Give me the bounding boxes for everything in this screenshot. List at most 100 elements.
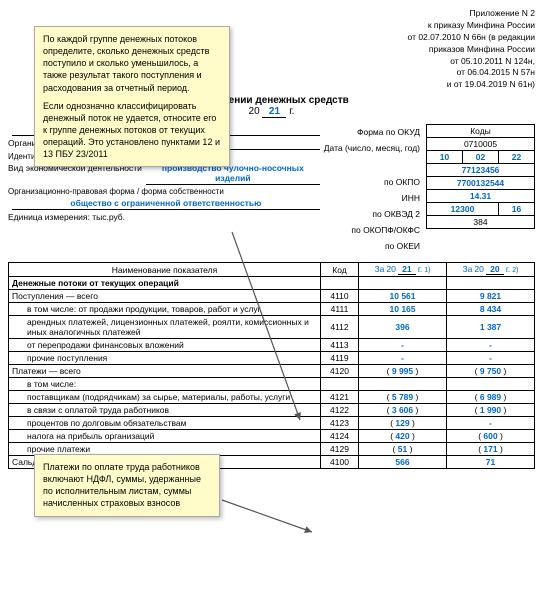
row-name: в том числе: (9, 378, 321, 391)
row-code: 4122 (321, 404, 359, 417)
table-row: в том числе: (9, 378, 535, 391)
note2-text: Платежи по оплате труда работников включ… (43, 461, 211, 510)
okud-value: 0710005 (427, 138, 535, 151)
row-name: процентов по долговым обязательствам (9, 417, 321, 430)
main-table: Наименование показателя Код За 2021 г.1)… (8, 262, 535, 469)
title-year-suffix: г. (289, 106, 294, 117)
row-name: Поступления — всего (9, 290, 321, 303)
row-value: ( 129 ) (359, 417, 447, 430)
hdr-l1: Приложение N 2 (8, 8, 535, 20)
okpo-label: по ОКПО (324, 174, 426, 190)
row-name: от перепродажи финансовых вложений (9, 339, 321, 352)
row-value: ( 6 989 ) (447, 391, 535, 404)
inn-value: 7700132544 (427, 177, 535, 190)
row-value: ( 9 995 ) (359, 365, 447, 378)
okopf2-value: 16 (499, 203, 535, 216)
row-code: 4119 (321, 352, 359, 365)
date-label: Дата (число, месяц, год) (324, 140, 426, 156)
row-code (321, 378, 359, 391)
row-name: в связи с оплатой труда работников (9, 404, 321, 417)
section-header: Денежные потоки от текущих операций (9, 277, 321, 290)
table-row: арендных платежей, лицензионных платежей… (9, 316, 535, 339)
row-value: 1 387 (447, 316, 535, 339)
row-name: прочие поступления (9, 352, 321, 365)
row-value: ( 51 ) (359, 443, 447, 456)
row-code: 4129 (321, 443, 359, 456)
codes-header: Коды (427, 125, 535, 138)
codes-box: Коды 0710005 10 02 22 77123456 770013254… (426, 124, 535, 229)
row-code: 4123 (321, 417, 359, 430)
row-name: в том числе: от продажи продукции, товар… (9, 303, 321, 316)
row-name: поставщикам (подрядчикам) за сырье, мате… (9, 391, 321, 404)
title-year-prefix: 20 (249, 106, 260, 117)
okud-label: Форма по ОКУД (324, 124, 426, 140)
row-code: 4112 (321, 316, 359, 339)
row-value (447, 378, 535, 391)
okved-label: по ОКВЭД 2 (324, 206, 426, 222)
row-code: 4124 (321, 430, 359, 443)
row-value: 71 (447, 456, 535, 469)
row-code: 4110 (321, 290, 359, 303)
th-code: Код (321, 263, 359, 277)
row-value: - (359, 352, 447, 365)
row-value: - (447, 352, 535, 365)
row-name: Платежи — всего (9, 365, 321, 378)
codes-labels: Форма по ОКУД Дата (число, месяц, год) п… (324, 124, 426, 254)
table-row: процентов по долговым обязательствам4123… (9, 417, 535, 430)
table-row: прочие поступления4119-- (9, 352, 535, 365)
date-d: 10 (427, 151, 463, 164)
row-value: ( 171 ) (447, 443, 535, 456)
table-row: в связи с оплатой труда работников4122( … (9, 404, 535, 417)
row-value: 566 (359, 456, 447, 469)
row-code: 4120 (321, 365, 359, 378)
table-row: Поступления — всего411010 5619 821 (9, 290, 535, 303)
row-value: 9 821 (447, 290, 535, 303)
okei-label: по ОКЕИ (324, 238, 426, 254)
row-code: 4113 (321, 339, 359, 352)
table-row: налога на прибыль организаций4124( 420 )… (9, 430, 535, 443)
row-value (359, 378, 447, 391)
note1-p2: Если однозначно классифицировать денежны… (43, 100, 221, 161)
table-row: от перепродажи финансовых вложений4113-- (9, 339, 535, 352)
row-value: ( 1 990 ) (447, 404, 535, 417)
note-box-2: Платежи по оплате труда работников включ… (34, 454, 220, 517)
inn-label: ИНН (324, 190, 426, 206)
okved-value: 14.31 (427, 190, 535, 203)
table-row: Платежи — всего4120( 9 995 )( 9 750 ) (9, 365, 535, 378)
title-year: 21 (262, 106, 286, 118)
okpo-value: 77123456 (427, 164, 535, 177)
row-code: 4121 (321, 391, 359, 404)
okei-value: 384 (427, 216, 535, 229)
okopf1-value: 12300 (427, 203, 499, 216)
row-value: ( 600 ) (447, 430, 535, 443)
note-box-1: По каждой группе денежных потоков опреде… (34, 26, 230, 167)
row-value: 10 165 (359, 303, 447, 316)
form-label: Организационно-правовая форма / форма со… (8, 187, 224, 196)
row-value: - (447, 339, 535, 352)
row-value: - (359, 339, 447, 352)
th-y2: За 2020 г.2) (447, 263, 535, 277)
th-y1: За 2021 г.1) (359, 263, 447, 277)
unit-label: Единица измерения: тыс.руб. (8, 212, 125, 222)
date-y: 22 (499, 151, 535, 164)
row-code: 4111 (321, 303, 359, 316)
okopf-label: по ОКОПФ/ОКФС (324, 222, 426, 238)
row-value: 10 561 (359, 290, 447, 303)
row-name: арендных платежей, лицензионных платежей… (9, 316, 321, 339)
arrow-2 (220, 498, 320, 538)
row-value: ( 9 750 ) (447, 365, 535, 378)
th-name: Наименование показателя (9, 263, 321, 277)
row-value: ( 420 ) (359, 430, 447, 443)
row-value: ( 3 606 ) (359, 404, 447, 417)
table-row: поставщикам (подрядчикам) за сырье, мате… (9, 391, 535, 404)
row-value: - (447, 417, 535, 430)
form-value: общество с ограниченной ответственностью (12, 198, 320, 210)
row-value: 396 (359, 316, 447, 339)
date-m: 02 (463, 151, 499, 164)
note1-p1: По каждой группе денежных потоков опреде… (43, 33, 221, 94)
table-row: в том числе: от продажи продукции, товар… (9, 303, 535, 316)
row-name: налога на прибыль организаций (9, 430, 321, 443)
row-code: 4100 (321, 456, 359, 469)
row-value: 8 434 (447, 303, 535, 316)
row-value: ( 5 789 ) (359, 391, 447, 404)
